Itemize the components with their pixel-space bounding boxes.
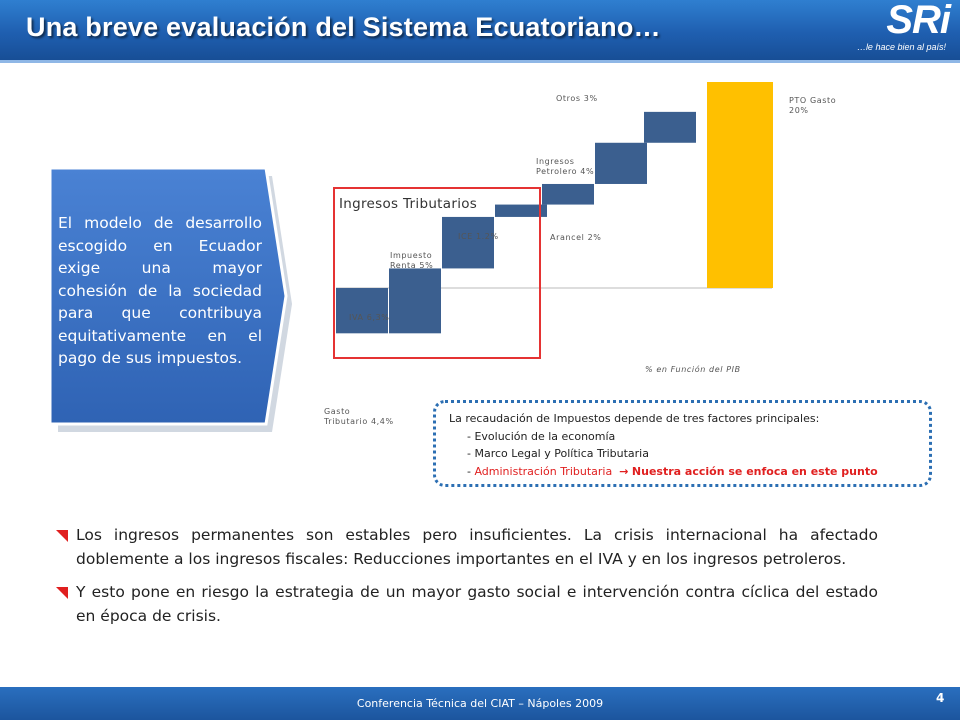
page-number: 4 xyxy=(936,691,945,705)
arrow-shape xyxy=(48,166,292,432)
factor-item-red-text: Administración Tributaria xyxy=(474,464,613,478)
bar-label: Gasto Tributario 4,4% xyxy=(324,407,394,426)
ingresos-tributarios-label: Ingresos Tributarios xyxy=(339,196,478,212)
factors-intro: La recaudación de Impuestos depende de t… xyxy=(449,412,820,425)
bullet-item: Los ingresos permanentes son estables pe… xyxy=(54,524,878,571)
footer-text: Conferencia Técnica del CIAT – Nápoles 2… xyxy=(356,697,604,710)
arrow-callout xyxy=(46,164,306,436)
logo-text: SRi xyxy=(886,0,951,42)
total-bar xyxy=(707,82,773,288)
waterfall-bar xyxy=(389,268,441,334)
waterfall-bar xyxy=(595,142,647,184)
slide-header xyxy=(0,0,960,60)
right-arrow-icon: → xyxy=(619,464,629,478)
sri-logo: SRi …le hace bien al país! xyxy=(846,0,951,58)
bar-label: ICE 1.2% xyxy=(458,232,499,241)
bar-label: IVA 6,3% xyxy=(349,313,390,322)
red-triangle-bullet-icon xyxy=(56,587,68,599)
waterfall-bar xyxy=(442,216,494,269)
axis-caption: % en Función del PIB xyxy=(645,365,741,374)
waterfall-chart xyxy=(336,82,773,334)
bar-label: Ingresos Petrolero 4% xyxy=(536,157,595,176)
bullet-text: Y esto pone en riesgo la estrategia de u… xyxy=(76,583,878,625)
bar-label: Otros 3% xyxy=(556,94,598,103)
red-triangle-bullet-icon xyxy=(56,530,68,542)
ingresos-tributarios-highlight xyxy=(333,187,541,359)
factor-item-prefix: - xyxy=(467,464,475,478)
total-bar-label: PTO Gasto 20% xyxy=(789,96,837,115)
factors-box xyxy=(433,400,932,487)
arrow-callout-text: El modelo de desarrollo escogido en Ecua… xyxy=(58,214,262,367)
bar-label: Arancel 2% xyxy=(550,233,602,242)
waterfall-bar xyxy=(644,111,696,143)
factor-item-administration: - Administración Tributaria → Nuestra ac… xyxy=(449,463,919,481)
waterfall-bar xyxy=(495,204,547,217)
bullet-text: Los ingresos permanentes son estables pe… xyxy=(76,526,878,568)
factor-item-legal: - Marco Legal y Política Tributaria xyxy=(467,447,649,460)
bar-label: Impuesto Renta 5% xyxy=(390,251,434,270)
logo-tagline: …le hace bien al país! xyxy=(856,42,946,52)
header-divider xyxy=(0,60,960,63)
bullet-list: Los ingresos permanentes son estables pe… xyxy=(54,524,878,638)
factors-text: La recaudación de Impuestos depende de t… xyxy=(449,410,919,480)
waterfall-bar xyxy=(336,288,388,334)
bullet-item: Y esto pone en riesgo la estrategia de u… xyxy=(54,581,878,628)
slide-title: Una breve evaluación del Sistema Ecuator… xyxy=(26,12,661,42)
factor-item-focus: Nuestra acción se enfoca en este punto xyxy=(631,464,878,478)
slide-footer: Conferencia Técnica del CIAT – Nápoles 2… xyxy=(0,687,960,720)
factor-item-economy: - Evolución de la economía xyxy=(467,429,616,443)
waterfall-bar xyxy=(542,183,594,205)
